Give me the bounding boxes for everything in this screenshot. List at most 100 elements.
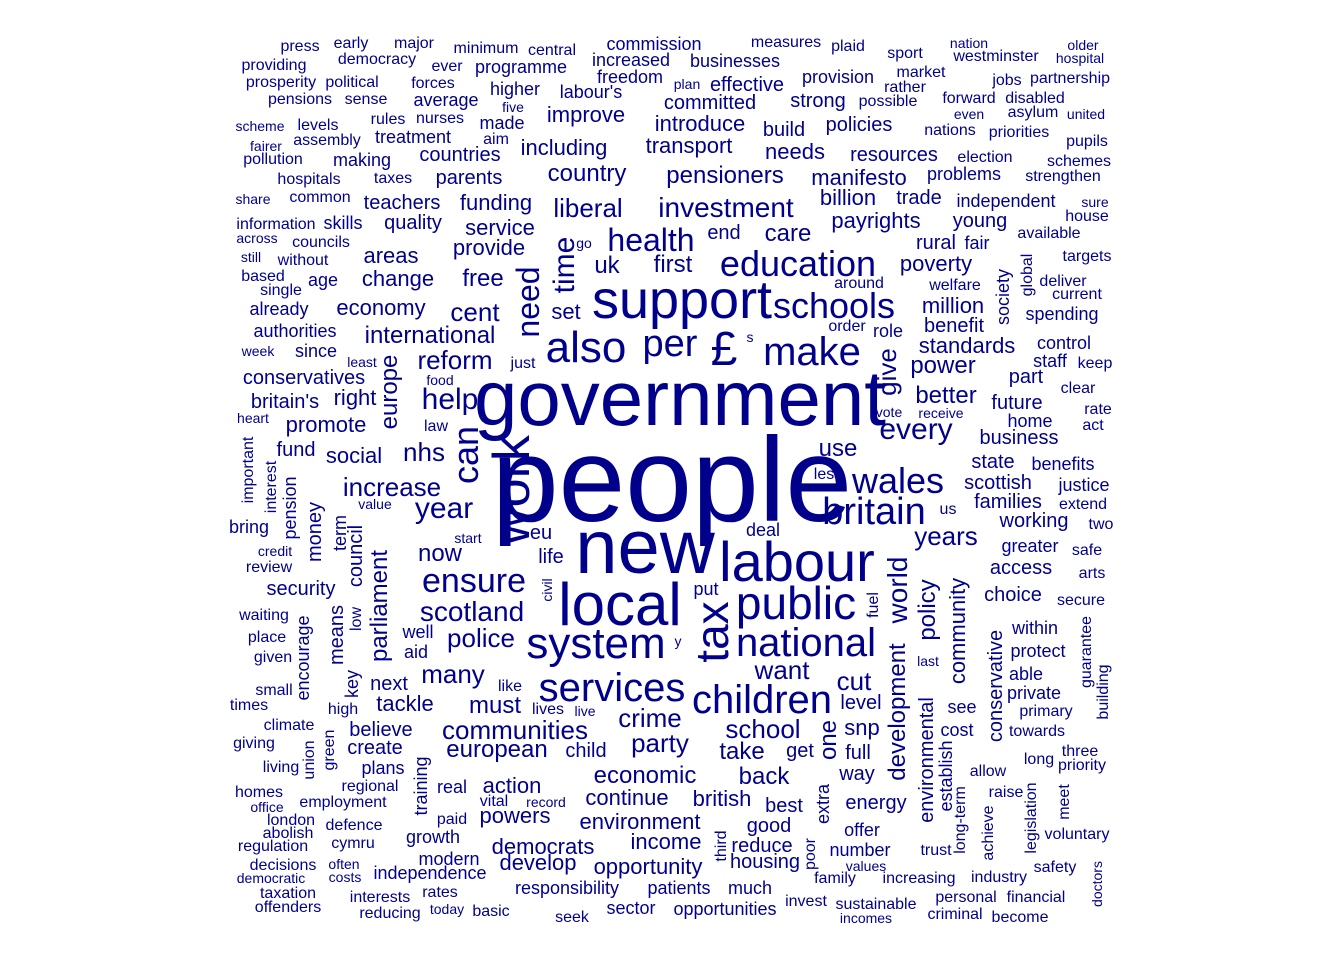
cloud-word-370: fairer bbox=[250, 138, 282, 154]
cloud-word-89: payrights bbox=[831, 208, 921, 233]
cloud-word-285: safe bbox=[1071, 542, 1103, 559]
cloud-word-365: single bbox=[260, 282, 302, 299]
cloud-word-318: interests bbox=[349, 889, 411, 906]
cloud-word-176: encourage bbox=[293, 615, 313, 701]
cloud-word-60: must bbox=[468, 692, 522, 719]
cloud-word-77: transport bbox=[645, 133, 733, 158]
cloud-word-304: financial bbox=[1006, 889, 1066, 906]
cloud-word-116: believe bbox=[349, 719, 413, 741]
cloud-word-32: communities bbox=[442, 715, 588, 745]
cloud-word-326: cymru bbox=[331, 835, 375, 852]
cloud-word-35: party bbox=[631, 728, 689, 758]
cloud-word-203: information bbox=[236, 216, 316, 233]
cloud-word-226: commission bbox=[606, 34, 702, 54]
cloud-word-257: sure bbox=[1081, 194, 1109, 210]
cloud-word-20: wales bbox=[851, 460, 945, 501]
cloud-word-236: possible bbox=[858, 93, 918, 110]
cloud-word-371: rules bbox=[370, 111, 406, 128]
cloud-word-349: place bbox=[247, 629, 287, 646]
cloud-word-148: independence bbox=[373, 863, 487, 883]
cloud-word-231: plaid bbox=[831, 38, 865, 55]
cloud-word-121: right bbox=[333, 385, 377, 410]
cloud-word-93: billion bbox=[819, 185, 877, 210]
cloud-word-164: legislation bbox=[1023, 782, 1040, 854]
cloud-word-355: week bbox=[241, 343, 275, 359]
cloud-word-320: often bbox=[328, 856, 360, 872]
cloud-word-151: number bbox=[829, 840, 891, 860]
cloud-word-229: freedom bbox=[596, 67, 664, 87]
cloud-word-156: environmental bbox=[916, 697, 938, 823]
cloud-word-117: tackle bbox=[376, 691, 434, 716]
cloud-word-329: london bbox=[266, 812, 316, 829]
cloud-word-192: aid bbox=[403, 642, 429, 662]
cloud-word-250: priorities bbox=[988, 124, 1050, 141]
cloud-word-291: private bbox=[1006, 683, 1062, 703]
cloud-word-173: term bbox=[330, 515, 350, 551]
cloud-word-269: control bbox=[1036, 333, 1092, 353]
cloud-word-23: need bbox=[510, 266, 546, 338]
cloud-word-163: achieve bbox=[980, 805, 997, 861]
cloud-word-133: teachers bbox=[363, 192, 441, 214]
cloud-word-12: services bbox=[538, 666, 686, 710]
cloud-word-205: taxes bbox=[373, 170, 413, 187]
cloud-word-107: energy bbox=[845, 792, 907, 814]
cloud-word-172: money bbox=[304, 501, 326, 563]
cloud-word-337: regional bbox=[341, 778, 399, 795]
cloud-word-362: less bbox=[813, 466, 843, 483]
cloud-word-181: important bbox=[240, 436, 257, 504]
cloud-word-218: programme bbox=[474, 57, 568, 77]
cloud-word-299: long bbox=[1023, 751, 1055, 768]
cloud-word-375: y bbox=[674, 633, 682, 649]
cloud-word-252: election bbox=[957, 149, 1013, 166]
cloud-word-265: welfare bbox=[929, 277, 981, 294]
cloud-word-307: criminal bbox=[927, 906, 983, 923]
cloud-word-321: democratic bbox=[236, 870, 306, 886]
cloud-word-336: real bbox=[436, 777, 468, 797]
cloud-word-63: one bbox=[815, 719, 842, 761]
cloud-word-344: small bbox=[255, 682, 293, 699]
cloud-word-86: areas bbox=[363, 243, 419, 268]
cloud-word-287: secure bbox=[1056, 592, 1106, 609]
cloud-word-43: give bbox=[872, 348, 902, 396]
cloud-word-211: scheme bbox=[235, 118, 285, 134]
cloud-word-300: three bbox=[1061, 743, 1099, 760]
cloud-word-262: deliver bbox=[1039, 273, 1087, 290]
cloud-word-88: million bbox=[921, 293, 985, 318]
cloud-word-48: european bbox=[446, 736, 548, 763]
cloud-word-278: home bbox=[1007, 411, 1053, 431]
cloud-word-194: deal bbox=[745, 520, 781, 540]
cloud-word-95: benefit bbox=[923, 315, 985, 337]
cloud-word-90: poverty bbox=[899, 251, 973, 276]
cloud-word-1: government bbox=[474, 354, 886, 442]
cloud-word-124: committed bbox=[663, 92, 757, 114]
cloud-word-123: britain's bbox=[250, 391, 320, 413]
cloud-word-113: get bbox=[786, 740, 814, 762]
cloud-word-302: voluntary bbox=[1044, 826, 1110, 843]
cloud-word-82: service bbox=[465, 215, 535, 240]
cloud-word-293: towards bbox=[1008, 723, 1066, 740]
cloud-word-289: protect bbox=[1010, 641, 1066, 661]
cloud-word-228: businesses bbox=[689, 51, 781, 71]
cloud-word-271: keep bbox=[1077, 355, 1113, 372]
cloud-word-249: nations bbox=[924, 122, 976, 139]
cloud-word-139: labour's bbox=[559, 82, 623, 102]
cloud-word-191: well bbox=[402, 622, 434, 642]
cloud-word-132: quality bbox=[384, 212, 442, 234]
cloud-word-125: strong bbox=[790, 90, 846, 112]
cloud-word-111: housing bbox=[729, 851, 801, 873]
cloud-word-67: power bbox=[910, 352, 976, 379]
cloud-word-279: benefits bbox=[1031, 454, 1095, 474]
cloud-word-137: effective bbox=[709, 74, 785, 96]
cloud-word-44: want bbox=[754, 655, 810, 685]
cloud-word-25: health bbox=[607, 222, 695, 258]
cloud-word-319: costs bbox=[328, 869, 362, 885]
cloud-word-332: homes bbox=[234, 784, 284, 801]
cloud-word-52: now bbox=[417, 540, 463, 567]
cloud-word-306: personal bbox=[935, 889, 997, 906]
cloud-word-96: future bbox=[991, 392, 1043, 414]
cloud-word-94: standards bbox=[918, 333, 1016, 358]
cloud-word-237: plan bbox=[673, 76, 701, 92]
cloud-word-213: sense bbox=[344, 91, 388, 108]
cloud-word-155: trust bbox=[920, 842, 952, 859]
cloud-word-325: regulation bbox=[237, 838, 309, 855]
